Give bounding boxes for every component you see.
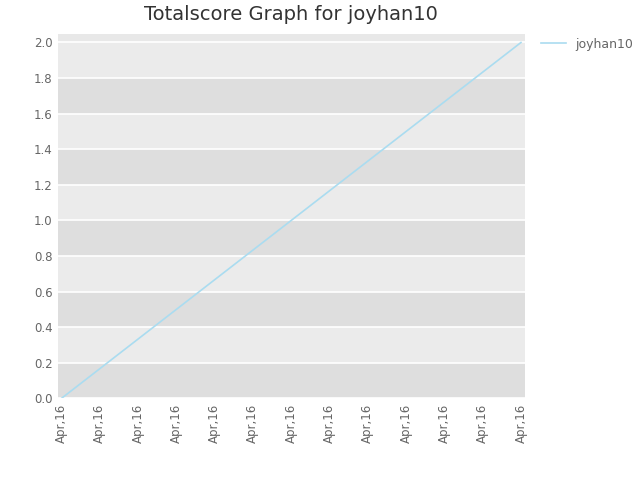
- Bar: [58, 363, 525, 398]
- Bar: [58, 292, 525, 327]
- Legend: joyhan10: joyhan10: [536, 33, 639, 56]
- joyhan10: [474, 73, 482, 79]
- Bar: [58, 114, 525, 149]
- joyhan10: [339, 178, 346, 183]
- Bar: [58, 43, 525, 78]
- Bar: [58, 78, 525, 114]
- Bar: [58, 149, 525, 185]
- joyhan10: [59, 395, 67, 400]
- Bar: [58, 185, 525, 220]
- joyhan10: [331, 184, 339, 190]
- joyhan10: [517, 40, 525, 46]
- Bar: [58, 327, 525, 363]
- Line: joyhan10: joyhan10: [61, 43, 521, 398]
- joyhan10: [445, 96, 452, 101]
- Title: Totalscore Graph for joyhan10: Totalscore Graph for joyhan10: [144, 5, 438, 24]
- joyhan10: [330, 185, 337, 191]
- Bar: [58, 256, 525, 292]
- joyhan10: [58, 396, 65, 401]
- Bar: [58, 220, 525, 256]
